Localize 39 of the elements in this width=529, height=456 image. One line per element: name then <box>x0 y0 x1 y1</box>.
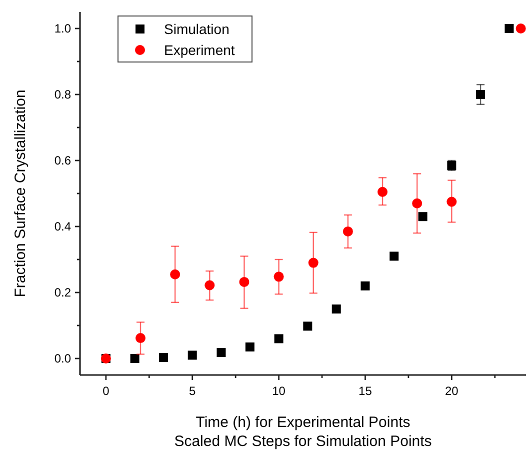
legend-label: Experiment <box>164 42 235 58</box>
point <box>504 24 514 33</box>
point <box>136 333 146 344</box>
x-tick-label: 15 <box>358 384 372 398</box>
x-tick-label: 5 <box>189 384 196 398</box>
point <box>516 24 526 34</box>
point <box>188 350 197 360</box>
x-tick-label: 20 <box>444 384 459 398</box>
point <box>170 269 180 280</box>
point <box>274 334 284 344</box>
point <box>303 322 312 331</box>
point <box>308 258 318 268</box>
y-axis-title: Fraction Surface Crystallization <box>12 90 29 298</box>
point <box>476 90 486 99</box>
point <box>274 272 284 282</box>
y-tick-label: 0.6 <box>54 154 72 168</box>
y-tick-label: 0.8 <box>54 88 72 102</box>
point <box>446 196 457 207</box>
y-tick-label: 0.4 <box>54 220 72 234</box>
point <box>412 198 422 208</box>
x-axis-title: Time (h) for Experimental Points Scaled MC Steps for Simulation Points <box>174 414 432 450</box>
point <box>245 342 254 352</box>
point <box>239 276 250 287</box>
x-tick-label: 10 <box>272 384 286 398</box>
point <box>390 252 399 261</box>
x-tick-label: 0 <box>102 384 110 398</box>
legend-label: Simulation <box>164 20 230 37</box>
point <box>158 353 168 362</box>
point <box>360 281 370 290</box>
point <box>332 304 341 314</box>
point <box>204 280 215 290</box>
point <box>342 226 353 236</box>
point <box>378 186 388 197</box>
y-tick-label: 1.0 <box>54 22 72 36</box>
point <box>216 348 226 358</box>
y-tick-label: 0.2 <box>54 286 72 300</box>
point <box>130 354 140 363</box>
y-tick-label: 0.0 <box>54 352 72 366</box>
point <box>418 212 428 222</box>
